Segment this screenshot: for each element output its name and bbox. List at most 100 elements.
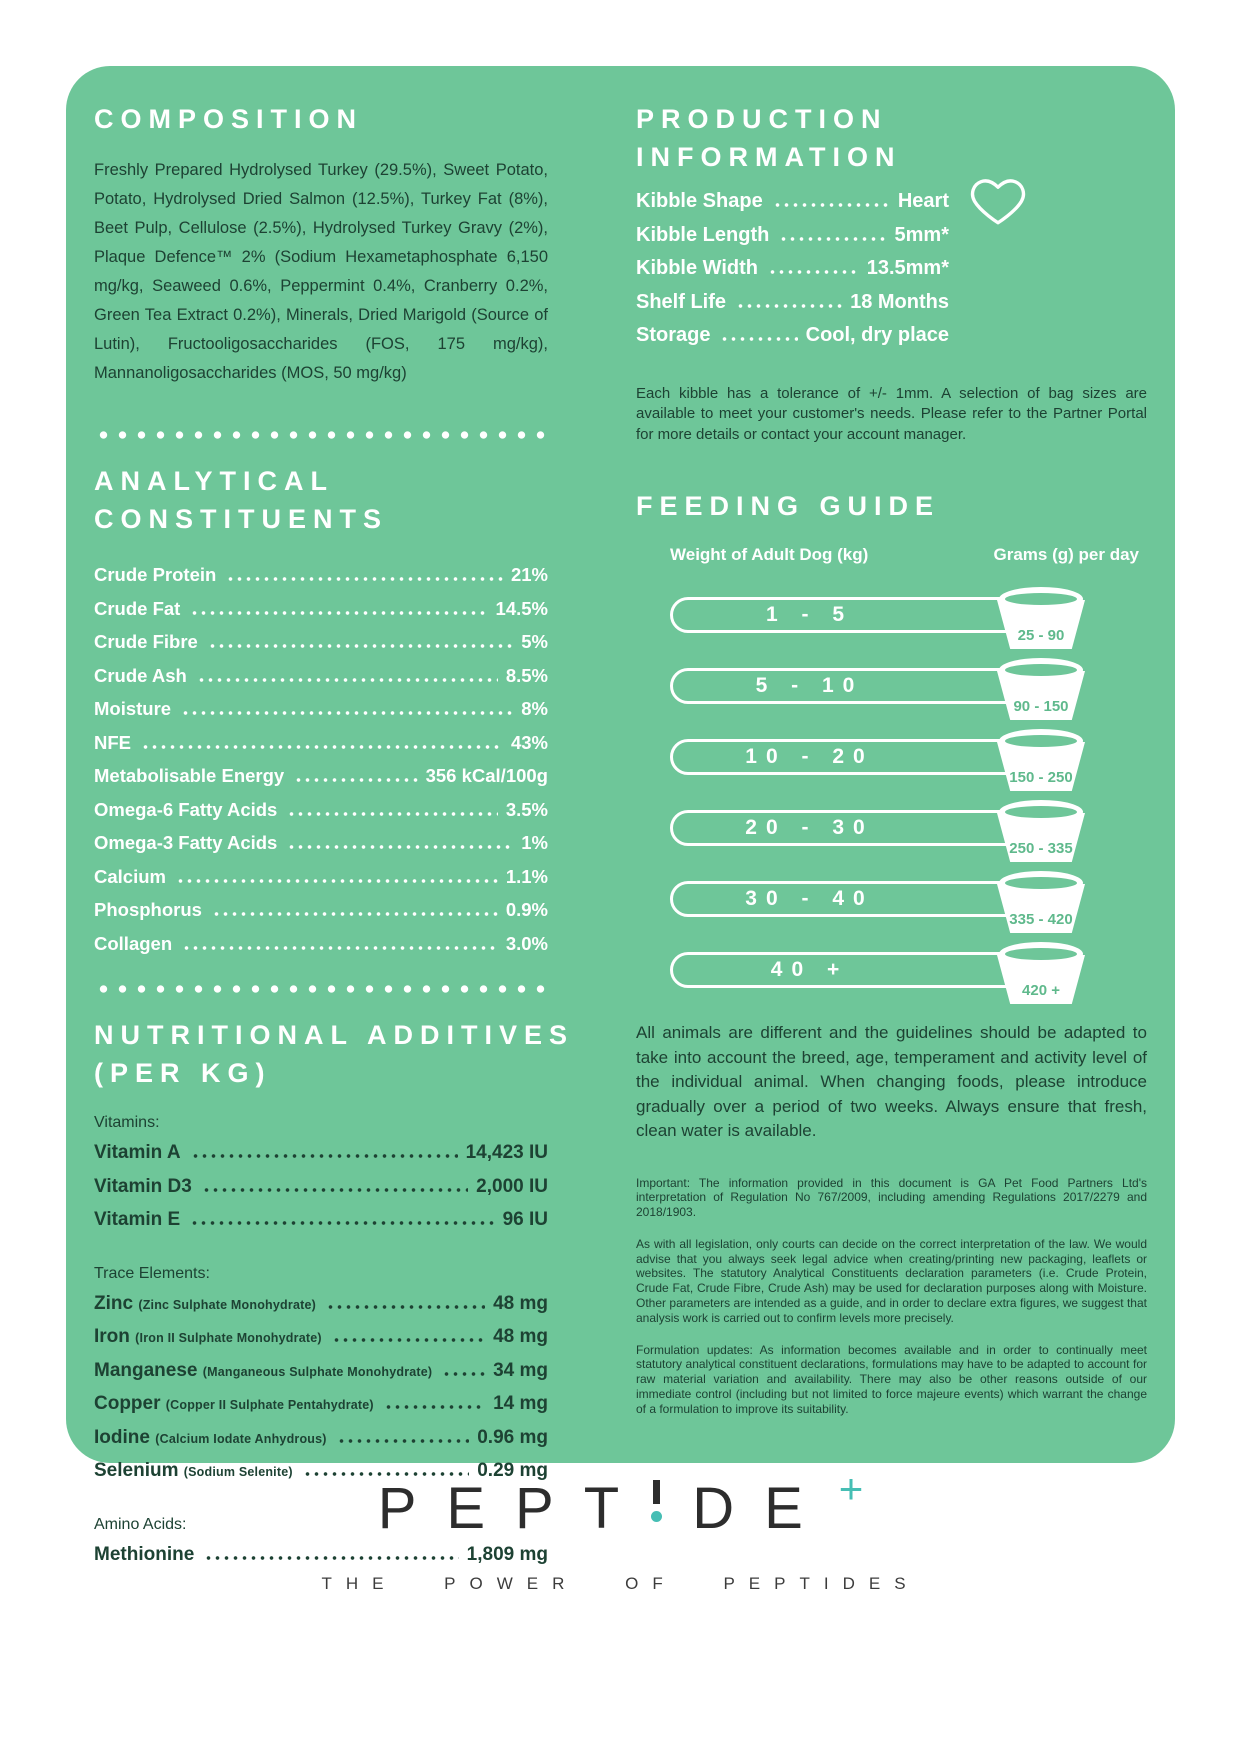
trace-value: 48 mg (493, 1326, 548, 1347)
analytical-value: 0.9% (505, 899, 548, 920)
analytical-title-line1: ANALYTICAL (94, 466, 335, 496)
trace-name: Iron (94, 1326, 130, 1347)
trace-value: 34 mg (493, 1359, 548, 1381)
feeding-row: 20 - 30 250 - 335 (670, 800, 1147, 862)
dotted-leader (766, 270, 859, 274)
dotted-leader (188, 1154, 458, 1158)
vitamin-value: 14,423 IU (465, 1142, 548, 1163)
dotted-leader (188, 610, 488, 615)
analytical-label: Crude Protein (94, 564, 217, 585)
table-row: Moisture 8% (94, 698, 548, 732)
vitamin-label: Vitamin A (94, 1142, 181, 1163)
bowl-rim (999, 800, 1083, 824)
analytical-value: 8.5% (505, 664, 548, 686)
bowl-rim (999, 729, 1083, 753)
analytical-label: Collagen (94, 932, 173, 954)
nutritional-title-line2: (PER KG) (94, 1058, 272, 1088)
weight-column-header: Weight of Adult Dog (kg) (670, 545, 869, 564)
feeding-row: 1 - 5 25 - 90 (670, 587, 1147, 649)
analytical-value: 5% (521, 631, 548, 652)
weight-range: 30 - 40 (745, 887, 874, 910)
feeding-row: 10 - 20 150 - 250 (670, 729, 1147, 791)
info-card: COMPOSITION Freshly Prepared Hydrolysed … (66, 66, 1175, 1565)
dotted-leader (334, 1438, 470, 1443)
production-table: Kibble Shape Heart Kibble Length 5mm* Kibb… (636, 190, 949, 358)
production-section: PRODUCTION INFORMATION Kibble Shape Heart… (636, 100, 1147, 445)
grams-value: 25 - 90 (1017, 627, 1065, 644)
right-column: PRODUCTION INFORMATION Kibble Shape Heart… (636, 100, 1147, 1463)
vitamins-label: Vitamins: (94, 1114, 160, 1131)
trace-label: Selenium (Sodium Selenite) (94, 1460, 293, 1482)
production-value: 5mm* (894, 223, 949, 246)
vitamin-value: 96 IU (502, 1209, 548, 1230)
production-title-line1: PRODUCTION (636, 104, 888, 134)
left-column: COMPOSITION Freshly Prepared Hydrolysed … (94, 100, 567, 1565)
trace-value: 0.29 mg (477, 1460, 548, 1481)
table-row: Omega-6 Fatty Acids 3.5% (94, 799, 548, 833)
dotted-leader (202, 1555, 459, 1560)
weight-range: 10 - 20 (745, 745, 874, 768)
weight-range: 40 + (770, 958, 849, 981)
feeding-row: 30 - 40 335 - 420 (670, 871, 1147, 933)
table-row: Crude Protein 21% (94, 564, 548, 598)
feeding-row: 5 - 10 90 - 150 (670, 658, 1147, 720)
trace-name: Iodine (94, 1426, 150, 1448)
table-row: Manganese (Manganeous Sulphate Monohydra… (94, 1360, 548, 1394)
table-row: Phosphorus 0.9% (94, 899, 548, 933)
production-value: 18 Months (850, 290, 949, 313)
analytical-value: 3.0% (505, 932, 548, 954)
table-row: Metabolisable Energy 356 kCal/100g (94, 765, 548, 799)
amino-value: 1,809 mg (466, 1543, 548, 1565)
analytical-label: Crude Fat (94, 597, 181, 619)
dotted-leader (770, 203, 890, 207)
grams-value: 90 - 150 (1013, 698, 1069, 715)
trace-elements-label: Trace Elements: (94, 1264, 210, 1282)
analytical-label: Omega-6 Fatty Acids (94, 798, 278, 820)
composition-section: COMPOSITION Freshly Prepared Hydrolysed … (94, 100, 548, 388)
table-row: Crude Fibre 5% (94, 631, 548, 665)
table-row: Vitamin A 14,423 IU (94, 1142, 548, 1176)
production-title-line2: INFORMATION (636, 142, 902, 172)
weight-range-pill: 1 - 5 (670, 597, 1039, 633)
table-row: Collagen 3.0% (94, 933, 548, 967)
bowl-icon: 420 + (997, 942, 1085, 1004)
dotted-leader (199, 1187, 469, 1192)
analytical-value: 1.1% (505, 865, 548, 887)
trace-compound: (Zinc Sulphate Monohydrate) (138, 1297, 316, 1312)
analytical-label: NFE (94, 731, 131, 753)
legal-text: Important: The information provided in t… (636, 1175, 1147, 1220)
dotted-leader (205, 644, 514, 648)
analytical-table: Crude Protein 21% Crude Fat 14.5% Crude Fi… (94, 564, 548, 966)
nutritional-section: NUTRITIONAL ADDITIVES (PER KG) Vitamins:… (94, 1016, 567, 1577)
trace-value: 0.96 mg (477, 1426, 548, 1448)
vitamin-label: Vitamin E (94, 1209, 181, 1230)
dotted-leader (440, 1371, 486, 1376)
trace-compound: (Calcium Iodate Anhydrous) (155, 1431, 327, 1446)
weight-range: 20 - 30 (745, 816, 874, 839)
table-row: Iron (Iron II Sulphate Monohydrate) 48 mg (94, 1326, 548, 1360)
feeding-note: All animals are different and the guidel… (636, 1023, 1147, 1140)
weight-range: 1 - 5 (765, 603, 854, 626)
grams-column-header: Grams (g) per day (993, 545, 1140, 564)
logo-i-dot-icon (651, 1511, 663, 1522)
trace-label: Zinc (Zinc Sulphate Monohydrate) (94, 1293, 316, 1315)
dotted-leader (285, 845, 514, 849)
composition-text: Freshly Prepared Hydrolysed Turkey (29.5… (94, 161, 548, 382)
grams-value: 150 - 250 (1009, 769, 1073, 786)
table-row: Omega-3 Fatty Acids 1% (94, 832, 548, 866)
trace-label: Manganese (Manganeous Sulphate Monohydra… (94, 1360, 432, 1382)
dotted-leader (285, 811, 498, 816)
plus-icon: + (838, 1465, 864, 1512)
brand-tagline: THE POWER OF PEPTIDES (321, 1574, 920, 1593)
production-value: 13.5mm* (866, 257, 949, 279)
weight-range-pill: 10 - 20 (670, 739, 1039, 775)
table-row: NFE 43% (94, 732, 548, 766)
analytical-label: Omega-3 Fatty Acids (94, 832, 278, 853)
analytical-value: 1% (521, 832, 548, 853)
table-row: Calcium 1.1% (94, 866, 548, 900)
bowl-icon: 150 - 250 (997, 729, 1085, 791)
weight-range-pill: 20 - 30 (670, 810, 1039, 846)
production-label: Kibble Shape (636, 190, 763, 212)
amino-label: Methionine (94, 1543, 195, 1565)
production-value: Heart (897, 190, 949, 212)
